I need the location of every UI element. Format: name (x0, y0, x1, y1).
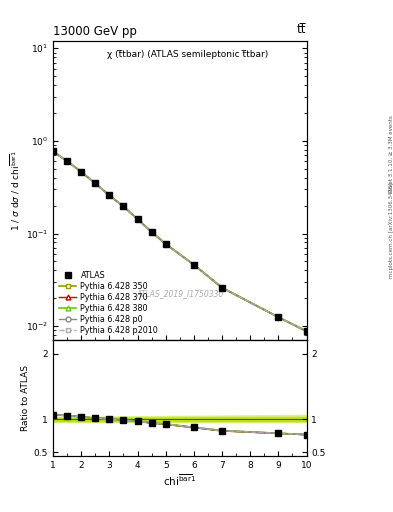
Text: 13000 GeV pp: 13000 GeV pp (53, 26, 137, 38)
X-axis label: chi$^{\mathsf{\overline{bar}1}}$: chi$^{\mathsf{\overline{bar}1}}$ (163, 472, 196, 488)
Text: mcplots.cern.ch [arXiv:1306.3436]: mcplots.cern.ch [arXiv:1306.3436] (389, 183, 393, 278)
Text: tt̅: tt̅ (297, 24, 307, 36)
Text: ATLAS_2019_I1750330: ATLAS_2019_I1750330 (136, 290, 224, 298)
Text: Rivet 3.1.10, ≥ 3.3M events: Rivet 3.1.10, ≥ 3.3M events (389, 115, 393, 192)
Legend: ATLAS, Pythia 6.428 350, Pythia 6.428 370, Pythia 6.428 380, Pythia 6.428 p0, Py: ATLAS, Pythia 6.428 350, Pythia 6.428 37… (57, 269, 160, 336)
Y-axis label: 1 / $\sigma$ d$\sigma$ / d chi$^{\mathsf{\overline{bar}1}}$: 1 / $\sigma$ d$\sigma$ / d chi$^{\mathsf… (8, 150, 22, 231)
Text: χ (t̅tbar) (ATLAS semileptonic t̅tbar): χ (t̅tbar) (ATLAS semileptonic t̅tbar) (107, 50, 268, 59)
Y-axis label: Ratio to ATLAS: Ratio to ATLAS (21, 365, 29, 431)
